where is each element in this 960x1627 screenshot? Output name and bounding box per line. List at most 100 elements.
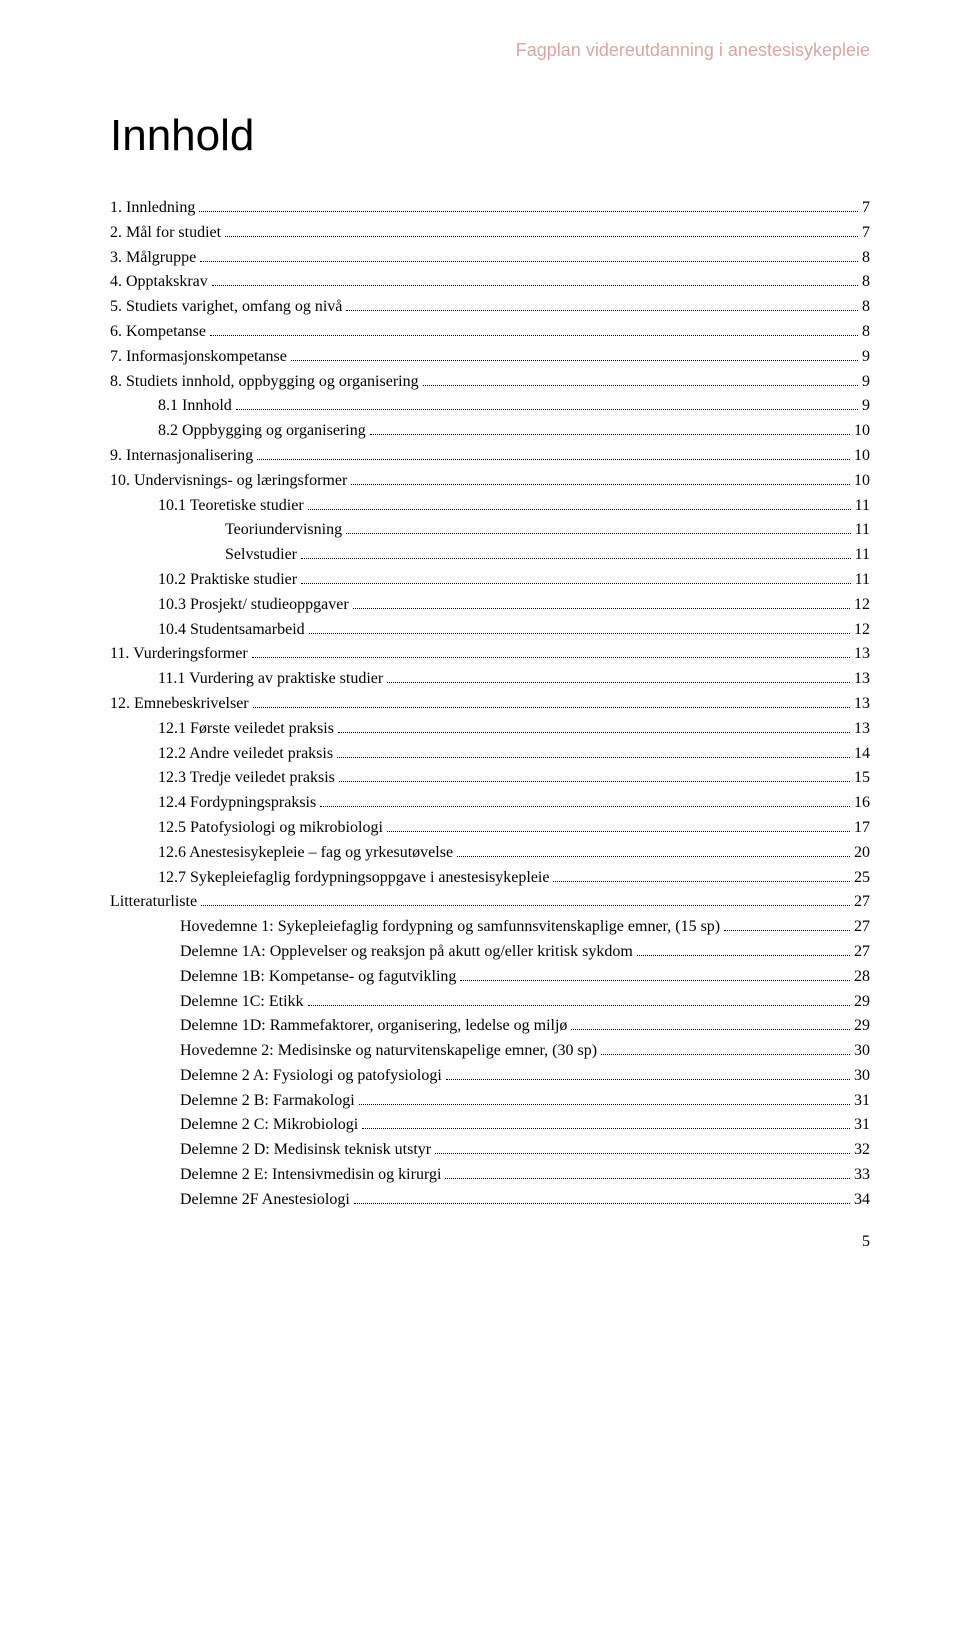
toc-entry: Litteraturliste 27 [110, 890, 870, 915]
toc-page-number: 30 [854, 1039, 870, 1064]
toc-leader-dots [337, 757, 850, 758]
toc-label: 5. Studiets varighet, omfang og nivå [110, 295, 342, 320]
page-number: 5 [110, 1233, 870, 1251]
toc-label: Delemne 2F Anestesiologi [180, 1188, 350, 1213]
toc-page-number: 10 [854, 444, 870, 469]
toc-leader-dots [423, 385, 858, 386]
toc-label: Delemne 2 E: Intensivmedisin og kirurgi [180, 1163, 441, 1188]
toc-leader-dots [200, 261, 858, 262]
toc-leader-dots [370, 434, 850, 435]
toc-page-number: 8 [862, 320, 870, 345]
toc-leader-dots [346, 310, 858, 311]
toc-label: 2. Mål for studiet [110, 221, 221, 246]
toc-label: 10.4 Studentsamarbeid [158, 618, 305, 643]
toc-entry: 4. Opptakskrav 8 [110, 270, 870, 295]
toc-page-number: 9 [862, 394, 870, 419]
toc-page-number: 11 [855, 494, 870, 519]
toc-entry: 5. Studiets varighet, omfang og nivå 8 [110, 295, 870, 320]
toc-label: Selvstudier [225, 543, 297, 568]
toc-leader-dots [301, 583, 851, 584]
toc-entry: Delemne 2F Anestesiologi 34 [110, 1188, 870, 1213]
toc-page-number: 32 [854, 1138, 870, 1163]
toc-label: 12.2 Andre veiledet praksis [158, 742, 333, 767]
toc-entry: Teoriundervisning 11 [110, 518, 870, 543]
toc-page-number: 8 [862, 295, 870, 320]
toc-entry: 7. Informasjonskompetanse 9 [110, 345, 870, 370]
toc-page-number: 12 [854, 593, 870, 618]
toc-leader-dots [253, 707, 850, 708]
toc-label: 12.6 Anestesisykepleie – fag og yrkesutø… [158, 841, 453, 866]
document-header: Fagplan videreutdanning i anestesisykepl… [110, 40, 870, 61]
toc-page-number: 10 [854, 469, 870, 494]
toc-entry: 8.1 Innhold 9 [110, 394, 870, 419]
toc-label: 10. Undervisnings- og læringsformer [110, 469, 347, 494]
toc-page-number: 28 [854, 965, 870, 990]
toc-entry: Hovedemne 1: Sykepleiefaglig fordypning … [110, 915, 870, 940]
toc-entry: Delemne 1B: Kompetanse- og fagutvikling … [110, 965, 870, 990]
toc-entry: 12.5 Patofysiologi og mikrobiologi 17 [110, 816, 870, 841]
toc-leader-dots [601, 1054, 850, 1055]
toc-page-number: 29 [854, 990, 870, 1015]
toc-entry: 2. Mål for studiet 7 [110, 221, 870, 246]
toc-page-number: 8 [862, 270, 870, 295]
toc-label: 8. Studiets innhold, oppbygging og organ… [110, 370, 419, 395]
toc-label: 12.5 Patofysiologi og mikrobiologi [158, 816, 383, 841]
toc-leader-dots [637, 955, 850, 956]
toc-leader-dots [435, 1153, 850, 1154]
toc-page-number: 27 [854, 915, 870, 940]
toc-page-number: 16 [854, 791, 870, 816]
table-of-contents: 1. Innledning 72. Mål for studiet 73. Må… [110, 196, 870, 1213]
toc-label: 1. Innledning [110, 196, 195, 221]
toc-entry: Delemne 2 E: Intensivmedisin og kirurgi … [110, 1163, 870, 1188]
toc-leader-dots [320, 806, 850, 807]
toc-label: 8.1 Innhold [158, 394, 232, 419]
toc-label: 9. Internasjonalisering [110, 444, 253, 469]
toc-entry: 12.4 Fordypningspraksis 16 [110, 791, 870, 816]
toc-entry: 10.1 Teoretiske studier 11 [110, 494, 870, 519]
toc-leader-dots [308, 1005, 850, 1006]
toc-entry: 12.7 Sykepleiefaglig fordypningsoppgave … [110, 866, 870, 891]
toc-entry: Delemne 2 A: Fysiologi og patofysiologi … [110, 1064, 870, 1089]
toc-entry: 11. Vurderingsformer 13 [110, 642, 870, 667]
toc-entry: Delemne 2 B: Farmakologi 31 [110, 1089, 870, 1114]
toc-label: 7. Informasjonskompetanse [110, 345, 287, 370]
toc-leader-dots [252, 657, 850, 658]
toc-entry: 10.2 Praktiske studier 11 [110, 568, 870, 593]
toc-leader-dots [225, 236, 858, 237]
toc-leader-dots [308, 509, 851, 510]
toc-leader-dots [571, 1029, 850, 1030]
toc-label: Delemne 2 B: Farmakologi [180, 1089, 355, 1114]
toc-label: Delemne 2 D: Medisinsk teknisk utstyr [180, 1138, 431, 1163]
toc-leader-dots [446, 1079, 850, 1080]
toc-leader-dots [257, 459, 850, 460]
toc-page-number: 9 [862, 370, 870, 395]
toc-entry: 10.3 Prosjekt/ studieoppgaver 12 [110, 593, 870, 618]
toc-page-number: 8 [862, 246, 870, 271]
toc-label: 10.3 Prosjekt/ studieoppgaver [158, 593, 349, 618]
toc-page-number: 30 [854, 1064, 870, 1089]
toc-label: 6. Kompetanse [110, 320, 206, 345]
toc-label: 3. Målgruppe [110, 246, 196, 271]
toc-page-number: 17 [854, 816, 870, 841]
toc-page-number: 13 [854, 692, 870, 717]
toc-page-number: 7 [862, 221, 870, 246]
toc-leader-dots [724, 930, 850, 931]
toc-leader-dots [457, 856, 850, 857]
toc-leader-dots [309, 633, 850, 634]
toc-label: 4. Opptakskrav [110, 270, 208, 295]
toc-entry: Delemne 2 D: Medisinsk teknisk utstyr 32 [110, 1138, 870, 1163]
toc-entry: 9. Internasjonalisering 10 [110, 444, 870, 469]
toc-entry: 8. Studiets innhold, oppbygging og organ… [110, 370, 870, 395]
toc-page-number: 11 [855, 568, 870, 593]
toc-entry: 10. Undervisnings- og læringsformer 10 [110, 469, 870, 494]
toc-label: Delemne 1D: Rammefaktorer, organisering,… [180, 1014, 567, 1039]
toc-label: Delemne 1C: Etikk [180, 990, 304, 1015]
toc-leader-dots [362, 1128, 850, 1129]
toc-entry: Delemne 1C: Etikk 29 [110, 990, 870, 1015]
toc-label: Delemne 2 A: Fysiologi og patofysiologi [180, 1064, 442, 1089]
toc-label: 11. Vurderingsformer [110, 642, 248, 667]
toc-page-number: 20 [854, 841, 870, 866]
toc-page-number: 27 [854, 940, 870, 965]
toc-page-number: 13 [854, 642, 870, 667]
toc-label: Hovedemne 1: Sykepleiefaglig fordypning … [180, 915, 720, 940]
